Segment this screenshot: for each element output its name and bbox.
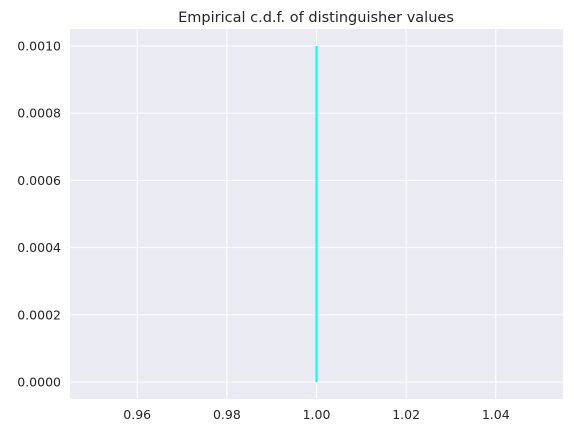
y-axis: 0.0000 0.0002 0.0004 0.0006 0.0008 0.0010 [17,38,61,389]
y-tick-label: 0.0006 [17,173,61,188]
x-tick-label: 0.96 [123,407,151,422]
x-tick-label: 0.98 [213,407,241,422]
x-tick-label: 1.02 [392,407,420,422]
y-tick-label: 0.0004 [17,240,61,255]
y-tick-label: 0.0008 [17,106,61,121]
y-tick-label: 0.0000 [17,375,61,390]
y-tick-label: 0.0010 [17,38,61,53]
y-tick-label: 0.0002 [17,307,61,322]
x-axis: 0.96 0.98 1.00 1.02 1.04 [123,407,509,422]
chart-title: Empirical c.d.f. of distinguisher values [178,10,454,26]
x-tick-label: 1.00 [303,407,331,422]
x-tick-label: 1.04 [482,407,510,422]
